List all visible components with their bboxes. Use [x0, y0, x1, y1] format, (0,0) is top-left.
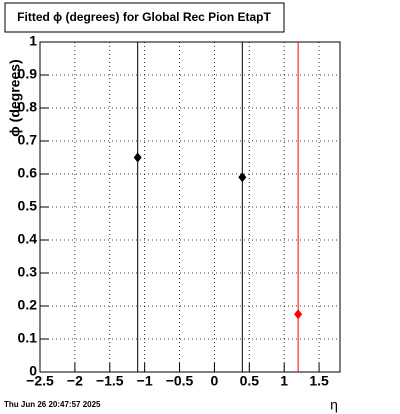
x-tick-label: −1 — [137, 373, 153, 389]
x-tick-label: −0.5 — [166, 373, 194, 389]
data-point — [133, 152, 142, 163]
title-box — [4, 2, 285, 33]
x-tick-label: 0.5 — [240, 373, 260, 389]
y-tick-label: 0.2 — [18, 297, 38, 313]
data-point — [238, 172, 247, 183]
x-tick-label: 0 — [211, 373, 219, 389]
y-tick-label: 0.6 — [18, 165, 38, 181]
x-axis-label: η — [330, 397, 338, 413]
y-tick-label: 0.8 — [18, 99, 38, 115]
y-axis-label: ϕ (degrees) — [7, 59, 23, 136]
timestamp: Thu Jun 26 20:47:57 2025 — [4, 400, 101, 409]
x-tick-label: −2.5 — [26, 373, 54, 389]
y-tick-label: 0 — [29, 363, 37, 379]
y-tick-label: 0.9 — [18, 66, 38, 82]
x-tick-label: −2 — [67, 373, 83, 389]
x-tick-label: 1.5 — [309, 373, 329, 389]
y-tick-label: 0.3 — [18, 264, 38, 280]
y-tick-label: 0.5 — [18, 198, 38, 214]
y-tick-label: 0.1 — [18, 330, 38, 346]
chart-title: Fitted ϕ (degrees) for Global Rec Pion E… — [17, 10, 271, 24]
x-tick-label: −1.5 — [96, 373, 124, 389]
y-tick-label: 0.4 — [18, 231, 38, 247]
y-tick-label: 0.7 — [18, 132, 38, 148]
data-point — [294, 309, 303, 320]
y-tick-label: 1 — [29, 33, 37, 49]
x-tick-label: 1 — [280, 373, 288, 389]
